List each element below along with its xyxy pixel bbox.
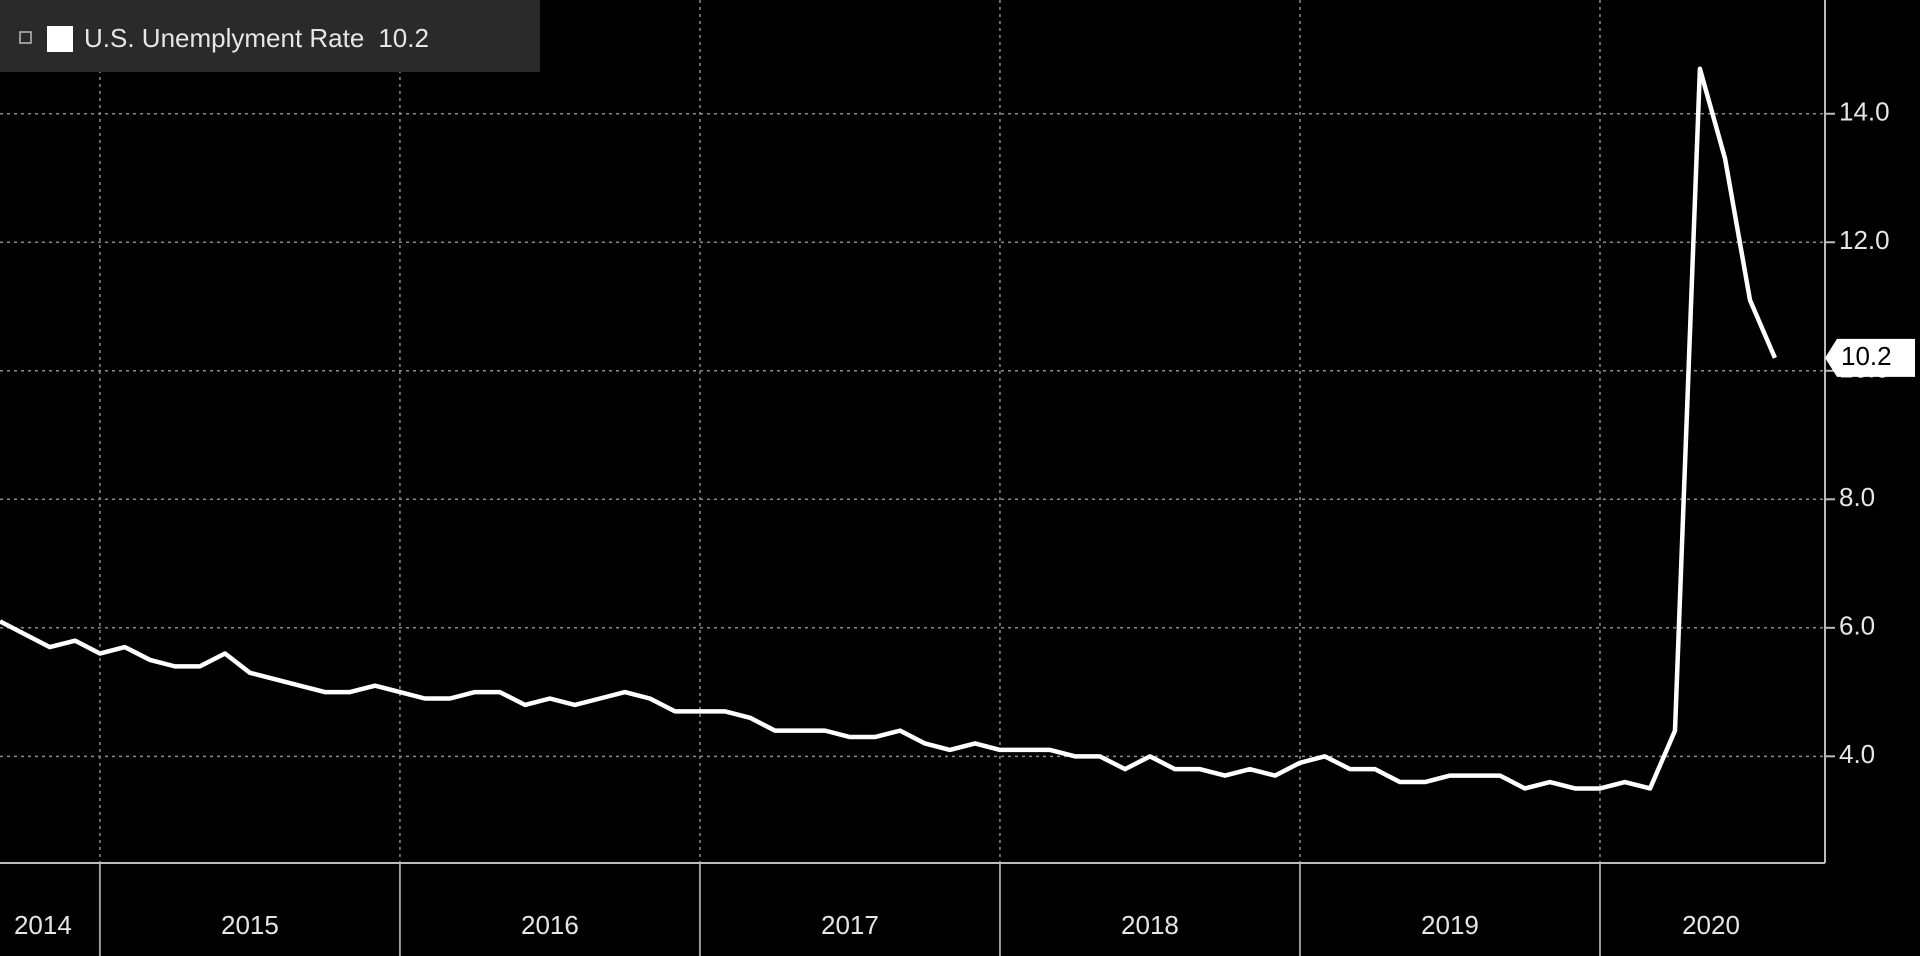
last-value-label: 10.2 — [1841, 341, 1892, 371]
legend-last-value: 10.2 — [378, 23, 429, 53]
y-tick-label: 8.0 — [1839, 482, 1875, 512]
x-tick-label: 2019 — [1421, 910, 1479, 940]
x-tick-label: 2018 — [1121, 910, 1179, 940]
legend-label: U.S. Unemplyment Rate 10.2 — [84, 23, 429, 53]
legend-swatch — [47, 26, 73, 52]
x-tick-label: 2015 — [221, 910, 279, 940]
y-tick-label: 12.0 — [1839, 225, 1890, 255]
y-tick-label: 6.0 — [1839, 611, 1875, 641]
badge-shape — [1825, 338, 1915, 377]
y-tick-label: 4.0 — [1839, 739, 1875, 769]
x-tick-label: 2014 — [14, 910, 72, 940]
last-value-badge: 10.2 — [1825, 338, 1915, 377]
x-tick-label: 2016 — [521, 910, 579, 940]
legend: U.S. Unemplyment Rate 10.2 — [0, 0, 540, 72]
legend-expander — [19, 31, 32, 44]
legend-box — [0, 0, 540, 72]
x-tick-label: 2020 — [1682, 910, 1740, 940]
y-tick-label: 14.0 — [1839, 97, 1890, 127]
legend-series-name: U.S. Unemplyment Rate — [84, 23, 364, 53]
x-tick-label: 2017 — [821, 910, 879, 940]
series-line — [0, 66, 1777, 791]
